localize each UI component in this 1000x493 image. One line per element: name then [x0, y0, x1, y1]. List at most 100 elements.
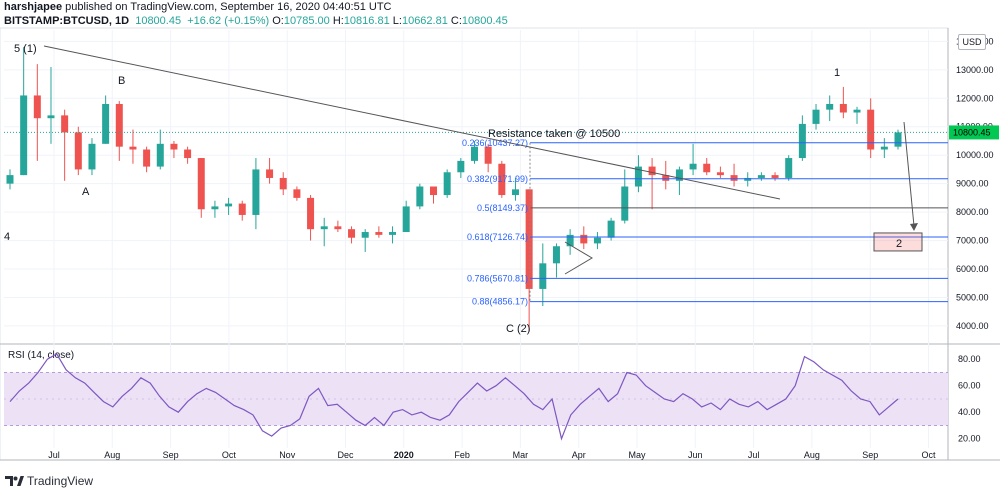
candle-body: [88, 143, 96, 170]
candle-body: [293, 189, 301, 198]
rsi-tick-label: 20.00: [958, 434, 981, 444]
candle-body: [211, 206, 219, 210]
candle-body: [730, 175, 738, 181]
arrow-head-icon: [910, 223, 918, 231]
candle-body: [716, 172, 724, 176]
candle-body: [430, 186, 438, 196]
candle-body: [348, 229, 356, 238]
wave-label: 5 (1): [14, 43, 37, 55]
time-tick-label: Mar: [513, 450, 529, 460]
symbol-legend: BITSTAMP:BTCUSD, 1D 10800.45 +16.62 (+0.…: [4, 15, 508, 28]
last-price: 10800.45: [135, 15, 182, 27]
high-label: H:: [332, 15, 344, 27]
candle-body: [197, 158, 205, 210]
time-tick-label: Aug: [804, 450, 820, 460]
close-value: 10800.45: [461, 15, 508, 27]
last-price-tag-label: 10800.45: [953, 127, 991, 137]
candle-body: [634, 166, 642, 187]
time-tick-label: Apr: [572, 450, 586, 460]
candle-body: [785, 158, 793, 178]
high-value: 10816.81: [343, 15, 390, 27]
open-label: O:: [272, 15, 284, 27]
price-tick-label: 4000.00: [956, 321, 989, 331]
open-value: 10785.00: [283, 15, 330, 27]
candle-body: [757, 175, 765, 178]
candle-body: [20, 95, 28, 176]
time-tick-label: Dec: [337, 450, 354, 460]
publish-text: published on TradingView.com, September …: [62, 1, 392, 13]
wave-label: C (2): [506, 323, 530, 335]
candle-body: [156, 143, 164, 167]
low-value: 10662.81: [401, 15, 448, 27]
candle-body: [662, 175, 670, 181]
time-tick-label: Jul: [748, 450, 760, 460]
fib-level-label: 0.618(7126.74): [467, 232, 528, 242]
candle-body: [566, 234, 574, 247]
fib-level-label: 0.5(8149.37): [477, 203, 528, 213]
candle-body: [580, 234, 588, 244]
candle-body: [375, 232, 383, 235]
time-tick-label: Nov: [279, 450, 296, 460]
rsi-title: RSI (14, close): [8, 350, 74, 361]
candle-body: [675, 169, 683, 181]
time-tick-label: Oct: [222, 450, 237, 460]
candle-body: [307, 197, 315, 230]
candle-body: [143, 149, 151, 167]
resistance-note: Resistance taken @ 10500: [488, 128, 620, 140]
wave-label: A: [82, 186, 90, 198]
candle-body: [170, 143, 178, 150]
candles: [6, 47, 902, 332]
time-tick-label: Jul: [48, 450, 60, 460]
symbol-name[interactable]: BITSTAMP:BTCUSD, 1D: [4, 15, 130, 27]
tradingview-logo-icon: [5, 476, 24, 486]
target-box: [873, 232, 923, 252]
candle-body: [457, 160, 465, 173]
time-tick-label: Oct: [921, 450, 936, 460]
time-tick-label: Sep: [862, 450, 878, 460]
wave-label: 1: [834, 67, 840, 79]
candle-body: [184, 149, 192, 159]
wave-label: 4: [4, 231, 10, 243]
publish-info: harshjapee published on TradingView.com,…: [4, 1, 392, 14]
candle-body: [47, 115, 55, 119]
candle-body: [61, 115, 69, 133]
candle-body: [826, 103, 834, 110]
wave-label: B: [118, 75, 125, 87]
candle-body: [894, 132, 902, 147]
candle-body: [839, 103, 847, 113]
rsi-tick-label: 80.00: [958, 354, 981, 364]
price-tick-label: 8000.00: [956, 207, 989, 217]
time-tick-label: Aug: [104, 450, 120, 460]
rsi-tick-label: 40.00: [958, 407, 981, 417]
price-tick-label: 6000.00: [956, 264, 989, 274]
triangle-pattern: [564, 241, 593, 275]
candle-body: [416, 186, 424, 207]
currency-button[interactable]: USD: [958, 34, 986, 50]
candle-body: [498, 163, 506, 196]
candle-body: [812, 109, 820, 124]
time-tick-label: Sep: [163, 450, 179, 460]
fib-level-label: 0.236(10437.27): [462, 138, 528, 148]
candle-body: [102, 103, 110, 144]
candle-body: [484, 146, 492, 164]
price-tick-label: 13000.00: [956, 65, 994, 75]
time-tick-label: Jun: [688, 450, 703, 460]
candle-body: [266, 169, 274, 178]
candle-body: [225, 203, 233, 207]
candle-body: [880, 146, 888, 150]
candle-body: [279, 177, 287, 190]
rsi-tick-label: 60.00: [958, 381, 981, 391]
close-label: C:: [450, 15, 462, 27]
candle-body: [771, 175, 779, 178]
candle-body: [129, 146, 137, 150]
low-label: L:: [392, 15, 402, 27]
candle-body: [853, 109, 861, 113]
author-name[interactable]: harshjapee: [4, 1, 63, 13]
fib-level-label: 0.382(9171.99): [467, 174, 528, 184]
candle-body: [6, 175, 14, 184]
footer-brand[interactable]: TradingView: [4, 474, 93, 488]
target-label: 2: [896, 238, 902, 250]
time-tick-label: Feb: [454, 450, 470, 460]
fib-level-label: 0.786(5670.81): [467, 273, 528, 283]
